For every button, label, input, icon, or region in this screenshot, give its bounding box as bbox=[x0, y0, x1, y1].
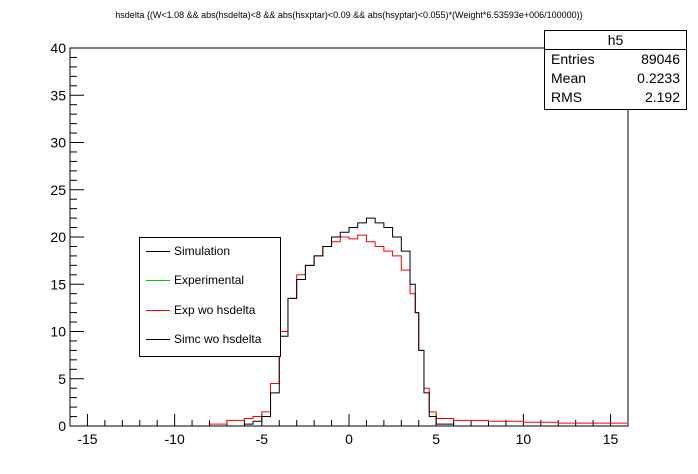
y-tick-label: 35 bbox=[50, 87, 66, 103]
stats-histogram-name: h5 bbox=[545, 31, 686, 50]
legend-label: Experimental bbox=[174, 273, 245, 287]
stats-row-mean: Mean 0.2233 bbox=[545, 69, 686, 88]
y-tick-label: 10 bbox=[50, 324, 66, 340]
legend-item-exp-wo-hsdelta: Exp wo hsdelta bbox=[140, 301, 280, 321]
stats-box: h5 Entries 89046 Mean 0.2233 RMS 2.192 bbox=[544, 30, 687, 110]
legend-swatch bbox=[146, 251, 170, 252]
y-tick-label: 25 bbox=[50, 182, 66, 198]
stats-value: 0.2233 bbox=[637, 70, 680, 86]
x-tick-label: 15 bbox=[603, 431, 619, 447]
legend-swatch bbox=[146, 339, 170, 340]
y-tick-label: 40 bbox=[50, 40, 66, 56]
legend-swatch bbox=[146, 310, 170, 311]
y-tick-label: 0 bbox=[58, 418, 66, 434]
x-tick-label: -5 bbox=[256, 431, 269, 447]
stats-value: 89046 bbox=[641, 51, 680, 67]
y-tick-label: 30 bbox=[50, 135, 66, 151]
x-tick-label: 10 bbox=[516, 431, 532, 447]
stats-row-entries: Entries 89046 bbox=[545, 50, 686, 69]
legend-item-simc-wo-hsdelta: Simc wo hsdelta bbox=[140, 330, 280, 350]
stats-label: RMS bbox=[551, 89, 583, 105]
x-tick-label: -15 bbox=[77, 431, 97, 447]
y-tick-label: 5 bbox=[58, 371, 66, 387]
legend-swatch bbox=[146, 280, 170, 281]
stats-row-rms: RMS 2.192 bbox=[545, 88, 686, 107]
legend: Simulation Experimental Exp wo hsdelta S… bbox=[139, 237, 281, 357]
legend-label: Exp wo hsdelta bbox=[174, 303, 256, 317]
legend-item-experimental: Experimental bbox=[140, 271, 280, 291]
stats-label: Entries bbox=[551, 51, 595, 67]
x-tick-label: -10 bbox=[165, 431, 185, 447]
series-line-3 bbox=[226, 217, 455, 427]
y-tick-label: 15 bbox=[50, 276, 66, 292]
series-line-2 bbox=[209, 234, 629, 425]
x-tick-label: 0 bbox=[345, 431, 353, 447]
legend-label: Simulation bbox=[174, 244, 231, 258]
chart-title: hsdelta {(W<1.08 && abs(hsdelta)<8 && ab… bbox=[115, 10, 583, 20]
legend-item-simulation: Simulation bbox=[140, 242, 280, 262]
stats-value: 2.192 bbox=[644, 89, 680, 105]
legend-label: Simc wo hsdelta bbox=[174, 332, 262, 346]
x-tick-label: 5 bbox=[432, 431, 440, 447]
y-tick-label: 20 bbox=[50, 229, 66, 245]
stats-label: Mean bbox=[551, 70, 587, 86]
